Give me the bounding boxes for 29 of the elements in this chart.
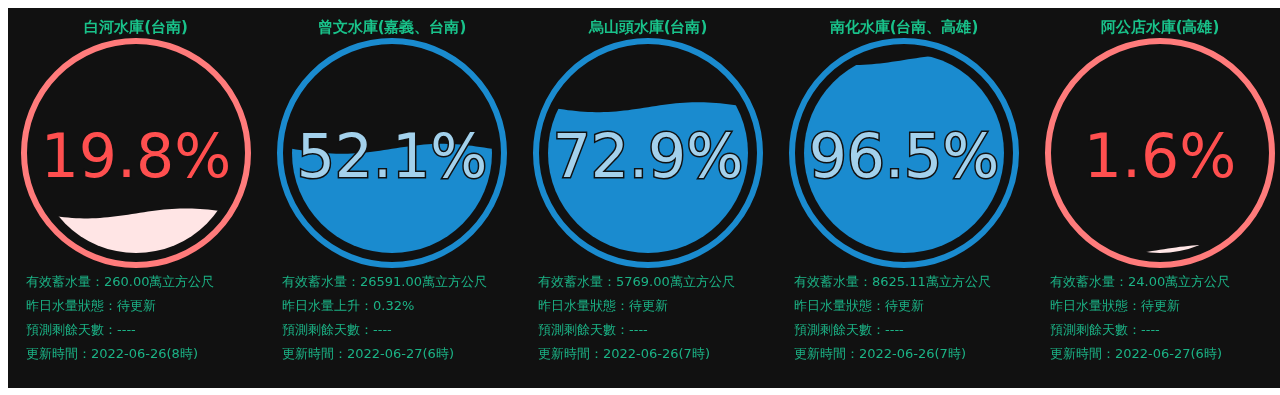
text: 預測剩餘天數：---- — [538, 322, 649, 337]
text: 預測剩餘天數：---- — [1050, 322, 1161, 337]
text: 曾文水庫(嘉義、台南) — [317, 18, 467, 36]
text: 南化水庫(台南、高雄) — [828, 18, 979, 36]
text: 有效蓄水量：8625.11萬立方公尺 — [794, 274, 991, 289]
data-label: 1.6% — [1083, 121, 1237, 191]
text: 有效蓄水量：5769.00萬立方公尺 — [538, 274, 735, 289]
data-label: 19.8% — [40, 121, 232, 191]
text: 阿公店水庫(高雄) — [1100, 18, 1220, 36]
text: 有效蓄水量：260.00萬立方公尺 — [26, 274, 215, 289]
text: 昨日水量狀態：待更新 — [1050, 298, 1180, 313]
data-label: 96.5% — [808, 121, 1000, 191]
text: 有效蓄水量：26591.00萬立方公尺 — [282, 274, 488, 289]
text: 更新時間：2022-06-26(7時) — [538, 346, 710, 361]
text: 預測剩餘天數：---- — [26, 322, 137, 337]
data-label: 72.9% — [552, 121, 744, 191]
text: 烏山頭水庫(台南) — [587, 18, 708, 36]
text: 預測剩餘天數：---- — [282, 322, 393, 337]
text: 昨日水量狀態：待更新 — [794, 298, 924, 313]
text: 更新時間：2022-06-26(7時) — [794, 346, 966, 361]
text: 有效蓄水量：24.00萬立方公尺 — [1050, 274, 1231, 289]
text: 預測剩餘天數：---- — [794, 322, 905, 337]
text: 昨日水量狀態：待更新 — [26, 298, 156, 313]
text: 白河水庫(台南) — [84, 18, 188, 36]
text: 更新時間：2022-06-27(6時) — [282, 346, 454, 361]
text: 更新時間：2022-06-26(8時) — [26, 346, 198, 361]
text: 昨日水量上升：0.32% — [282, 298, 415, 313]
text: 更新時間：2022-06-27(6時) — [1050, 346, 1222, 361]
text: 昨日水量狀態：待更新 — [538, 298, 668, 313]
